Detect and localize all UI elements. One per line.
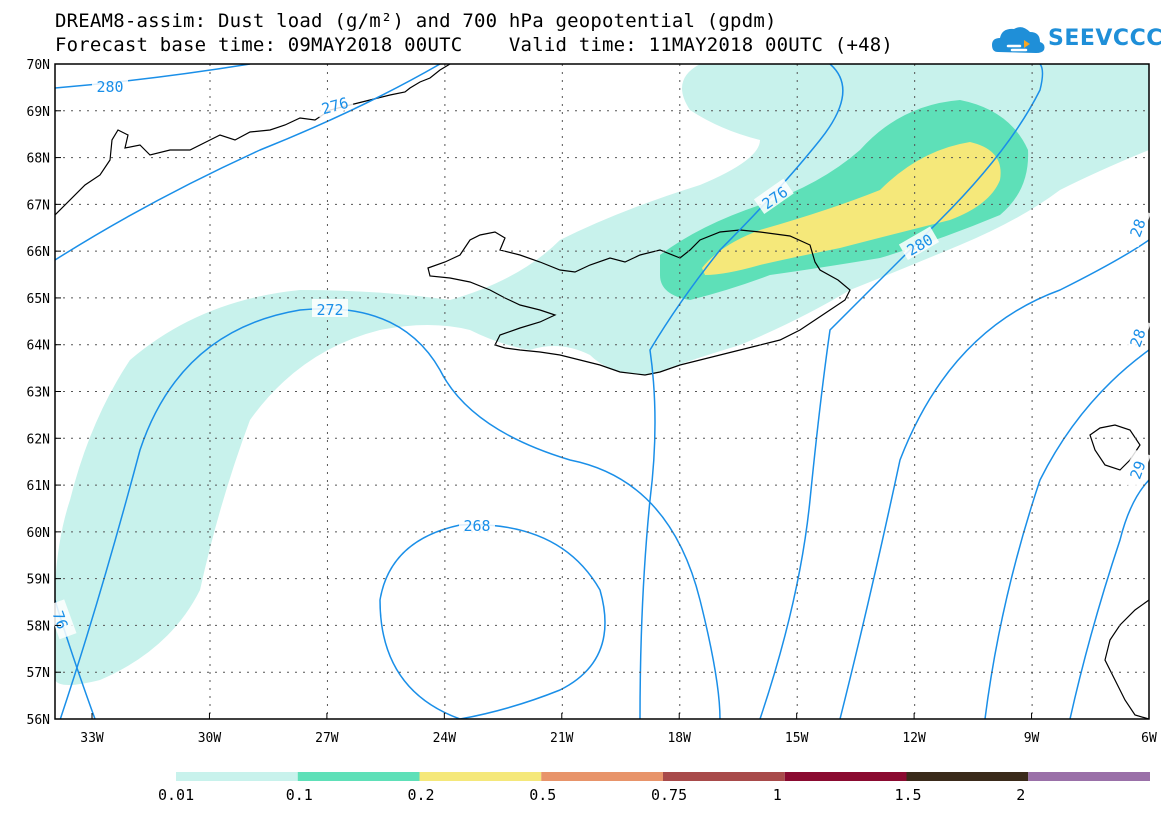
- legend-swatch: [419, 772, 542, 781]
- cloud-icon: [992, 27, 1045, 53]
- lon-label: 12W: [902, 731, 926, 746]
- lat-label: 59N: [27, 573, 50, 588]
- lat-label: 65N: [27, 292, 50, 307]
- lat-label: 68N: [27, 152, 50, 167]
- lat-label: 67N: [27, 198, 50, 213]
- coast-scotland: [1104, 599, 1149, 719]
- contour-label-bg: [47, 599, 77, 640]
- lat-label: 69N: [27, 105, 50, 120]
- coast-greenland: [55, 64, 451, 216]
- legend-swatch: [541, 772, 663, 781]
- contour-272: [59, 308, 721, 719]
- lon-label: 30W: [198, 731, 222, 746]
- contour-label: 268: [463, 517, 490, 535]
- legend-label: 0.2: [407, 786, 435, 804]
- lon-label: 24W: [433, 731, 457, 746]
- contour-label-bg: [753, 178, 794, 215]
- lat-label: 66N: [27, 245, 50, 260]
- contour-292: [1069, 479, 1149, 719]
- lon-label: 21W: [550, 731, 574, 746]
- legend-label: 0.5: [529, 786, 557, 804]
- lat-label: 63N: [27, 386, 50, 401]
- lat-label: 56N: [27, 713, 50, 728]
- contour-label-bg: [312, 299, 348, 317]
- contour-label-bg: [1121, 449, 1151, 490]
- dust-region-high: [702, 142, 1001, 275]
- legend-swatch: [176, 772, 298, 781]
- contour-280-nw: [55, 64, 251, 89]
- lat-label: 70N: [27, 58, 50, 73]
- lat-label: 57N: [27, 666, 50, 681]
- legend-colorbar: [176, 772, 1150, 781]
- legend-swatch: [663, 772, 785, 781]
- logo-text: SEEVCCC: [1048, 26, 1163, 51]
- legend-swatch: [1028, 772, 1150, 781]
- contour-288: [984, 349, 1149, 719]
- lon-label: 6W: [1141, 731, 1157, 746]
- lat-label: 62N: [27, 432, 50, 447]
- legend-swatch: [297, 772, 420, 781]
- lon-label: 9W: [1024, 731, 1040, 746]
- contour-268: [379, 523, 606, 719]
- contour-label-bg: [92, 76, 128, 94]
- lon-label: 33W: [80, 731, 104, 746]
- legend-label: 0.01: [158, 786, 195, 804]
- legend-swatch: [906, 772, 1029, 781]
- legend-label: 1.5: [894, 786, 922, 804]
- legend-label: 2: [1016, 786, 1026, 804]
- contour-label-bg: [1121, 207, 1151, 248]
- legend-label: 0.75: [651, 786, 688, 804]
- contour-label: 28: [1126, 216, 1149, 239]
- legend-label: 1: [772, 786, 782, 804]
- contour-276-n: [55, 64, 441, 261]
- contour-label: 76: [48, 608, 71, 631]
- contour-280-center: [759, 64, 1044, 719]
- lon-label: 15W: [785, 731, 809, 746]
- legend-swatch: [784, 772, 907, 781]
- lon-label: 27W: [315, 731, 339, 746]
- lat-label: 60N: [27, 526, 50, 541]
- legend-label: 0.1: [285, 786, 313, 804]
- lat-label: 58N: [27, 619, 50, 634]
- contour-label-bg: [1121, 317, 1151, 358]
- map-title-line-2: Forecast base time: 09MAY2018 00UTC Vali…: [55, 34, 894, 56]
- contour-label-bg: [898, 226, 940, 261]
- contour-284: [839, 239, 1149, 719]
- contour-label-bg: [459, 515, 495, 533]
- grid-lines: [55, 64, 1149, 719]
- contour-276-center: [639, 64, 844, 719]
- map-title-line-1: DREAM8-assim: Dust load (g/m²) and 700 h…: [55, 10, 777, 32]
- contour-label: 29: [1126, 458, 1149, 481]
- lon-label: 18W: [667, 731, 691, 746]
- lat-label: 64N: [27, 339, 50, 354]
- contour-label: 280: [96, 78, 123, 96]
- contour-label-bg: [314, 90, 355, 118]
- coast-iceland: [427, 229, 851, 376]
- lat-label: 61N: [27, 479, 50, 494]
- contour-label: 272: [316, 301, 343, 319]
- contour-label: 28: [1126, 326, 1149, 349]
